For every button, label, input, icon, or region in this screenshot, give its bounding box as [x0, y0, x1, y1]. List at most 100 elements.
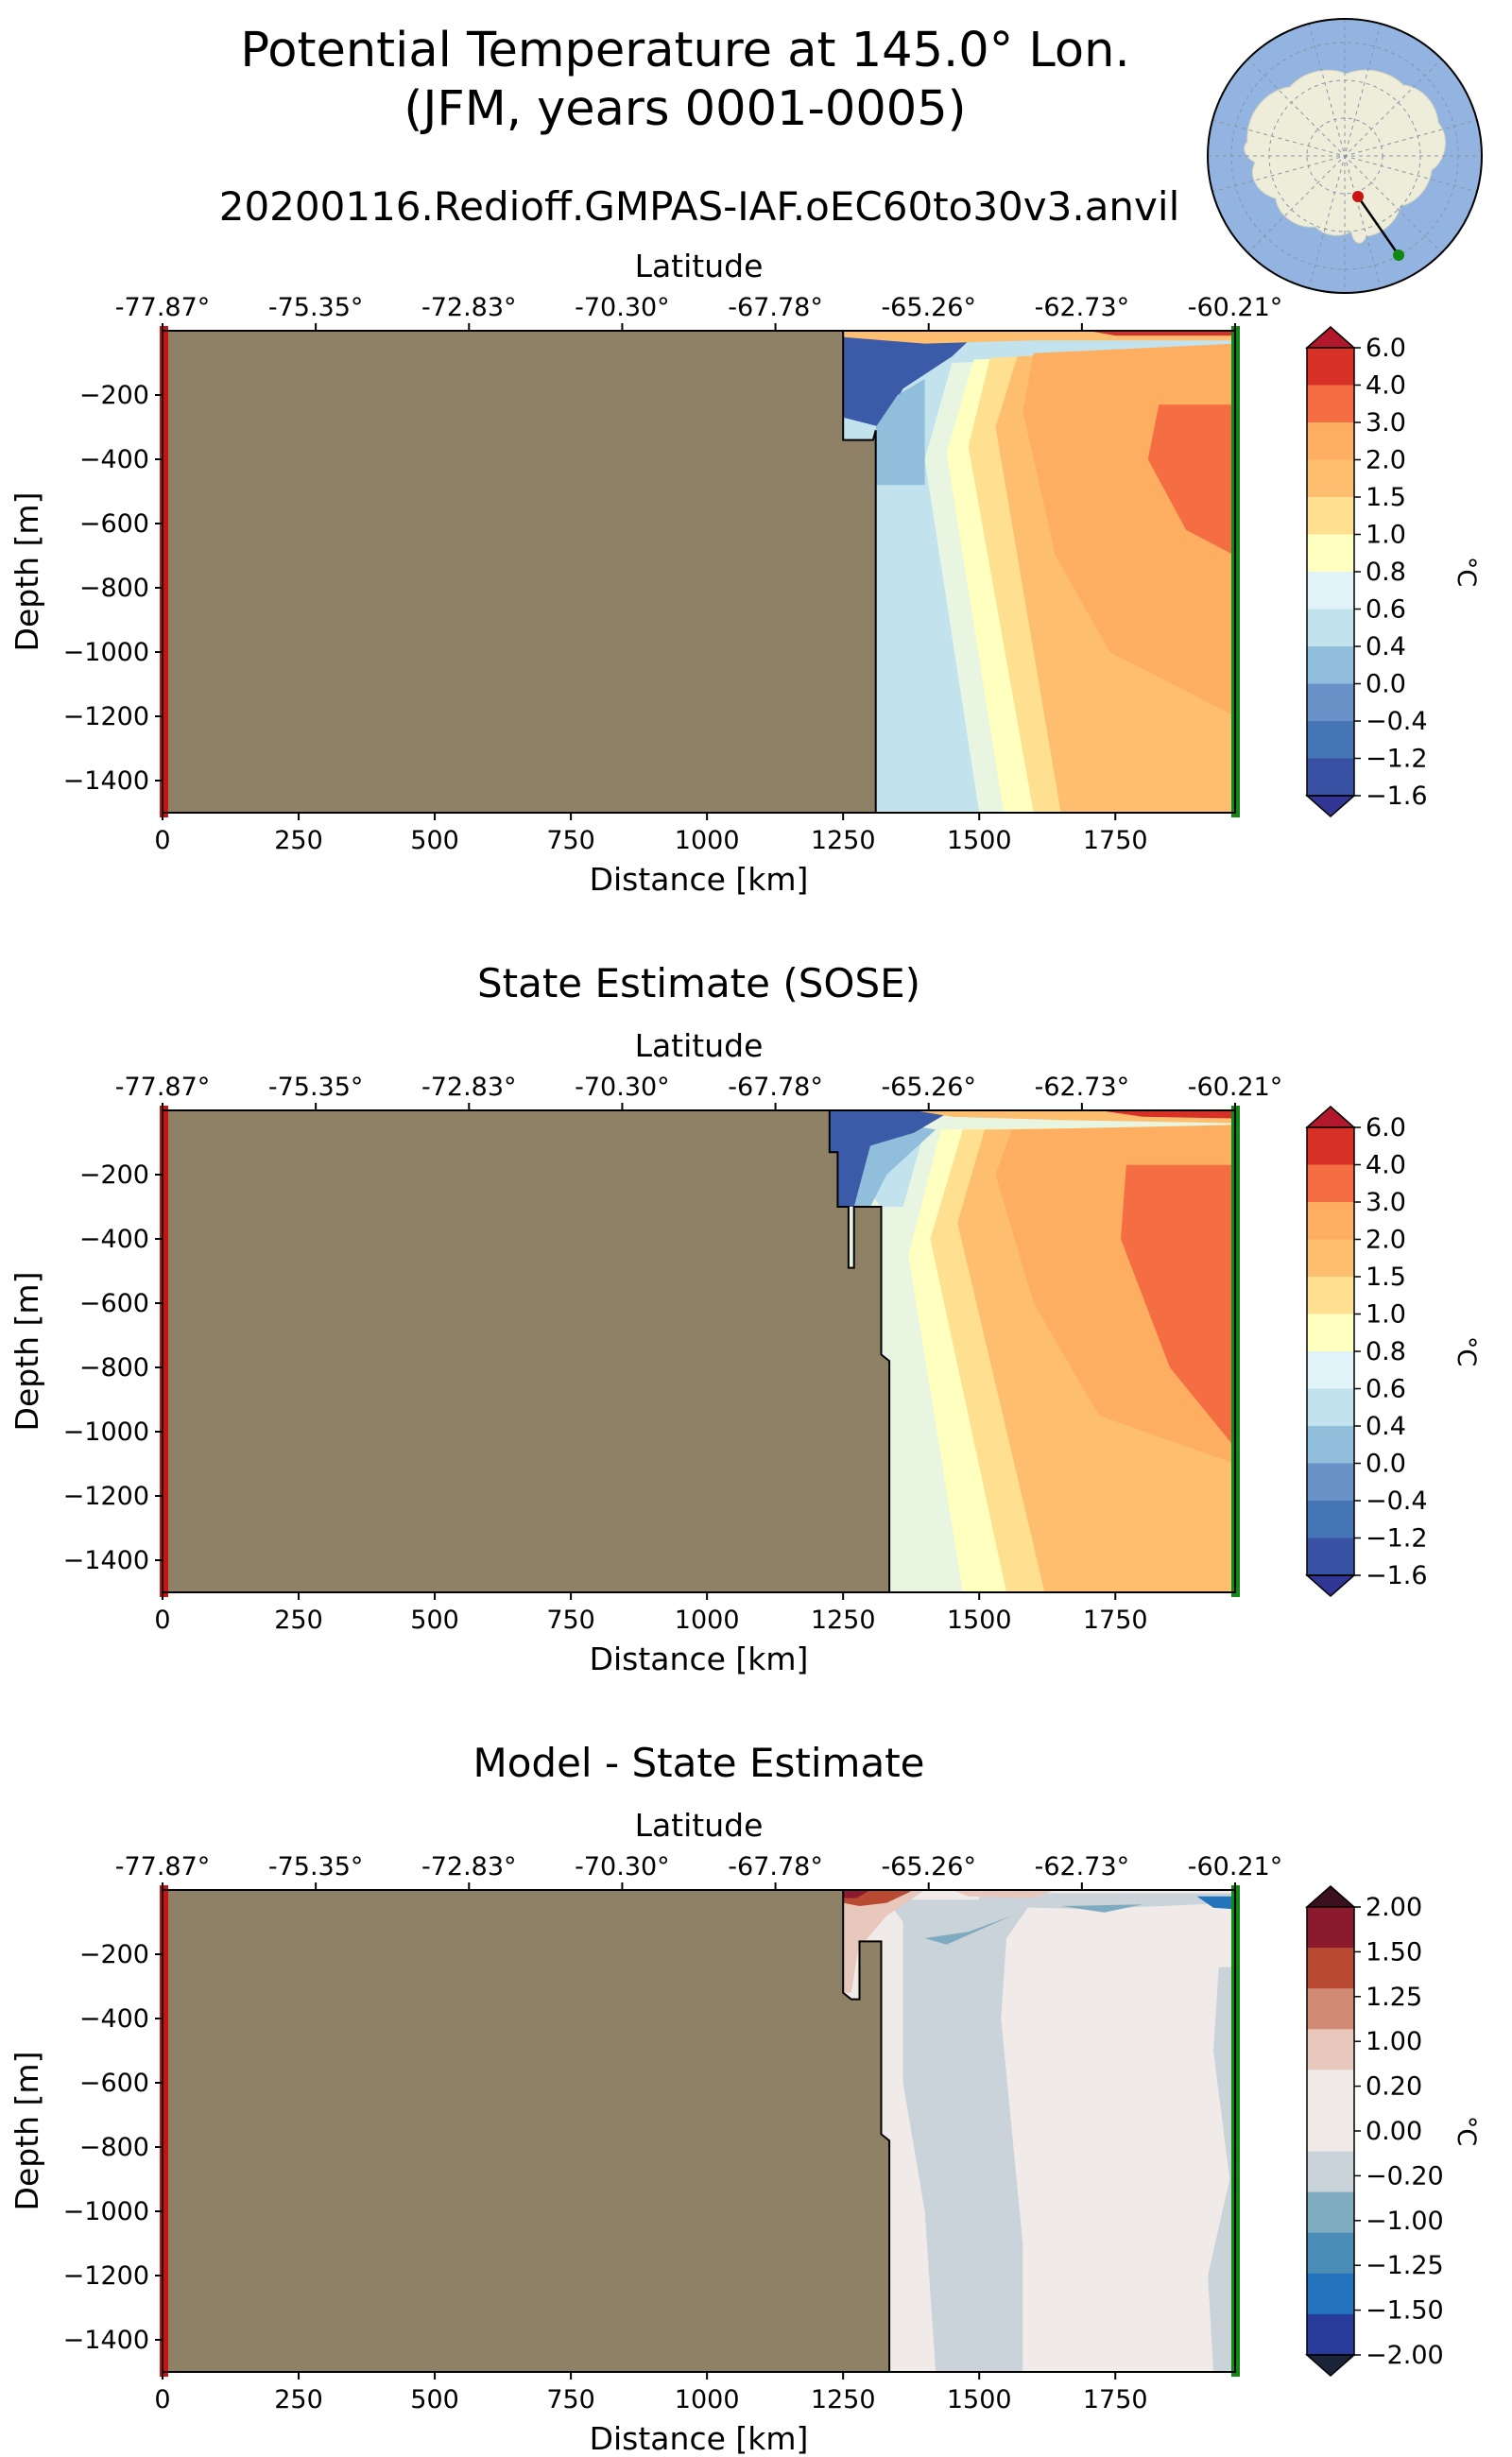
colorbar-tick-label: 1.0: [1366, 521, 1406, 550]
contour-region: [875, 379, 925, 486]
x-axis-label: Distance [km]: [590, 2420, 809, 2457]
land-mask: [163, 1890, 891, 2372]
figure-title-line2: (JFM, years 0001-0005): [404, 81, 966, 137]
colorbar-tick-label: 1.5: [1366, 483, 1406, 512]
colorbar-tick-label: 0.6: [1366, 595, 1406, 625]
x-axis-label: Distance [km]: [590, 1641, 809, 1677]
colorbar-band: [1307, 1314, 1354, 1352]
latitude-tick-label: -60.21°: [1188, 1852, 1283, 1881]
contour-region: [1196, 1896, 1235, 1910]
colorbar-extend-max: [1305, 326, 1356, 349]
y-tick-label: −1000: [63, 638, 149, 667]
x-tick-label: 1000: [675, 2385, 740, 2414]
x-tick-label: 1750: [1083, 2385, 1148, 2414]
y-tick-label: −400: [79, 445, 149, 474]
x-tick-label: 250: [274, 1606, 323, 1635]
y-tick-label: −1400: [63, 766, 149, 796]
contour-region: [843, 1890, 925, 1993]
colorbar-band: [1307, 1463, 1354, 1502]
colorbar-band: [1307, 2232, 1354, 2275]
contour-region: [924, 1916, 1012, 1945]
colorbar-band: [1307, 459, 1354, 498]
colorbar-tick-label: −1.2: [1366, 745, 1428, 774]
panel-title: Model - State Estimate: [473, 1740, 925, 1786]
colorbar-tick-label: 0.4: [1366, 632, 1406, 662]
panel-title: State Estimate (SOSE): [477, 960, 920, 1006]
y-tick-label: −1200: [63, 1482, 149, 1511]
y-tick-label: −1200: [63, 702, 149, 731]
latitude-tick-label: -72.83°: [421, 1852, 517, 1881]
x-tick-label: 1000: [675, 1606, 740, 1635]
x-tick-label: 1000: [675, 826, 740, 855]
latitude-tick-label: -72.83°: [421, 1073, 517, 1102]
colorbar-band: [1307, 2070, 1354, 2111]
x-tick-label: 1750: [1083, 826, 1148, 855]
x-tick-label: 1500: [947, 826, 1012, 855]
colorbar-band: [1307, 1426, 1354, 1464]
colorbar-band: [1307, 2273, 1354, 2315]
y-tick-label: −1000: [63, 1418, 149, 1447]
plot-frame: [162, 330, 1236, 814]
y-tick-label: −600: [79, 1289, 149, 1318]
colorbar-band: [1307, 1388, 1354, 1427]
colorbar-band: [1307, 1351, 1354, 1389]
colorbar-tick-label: 0.6: [1366, 1375, 1406, 1404]
colorbar-band: [1307, 1501, 1354, 1538]
y-tick-label: −1400: [63, 1546, 149, 1575]
contour-region: [1088, 331, 1235, 336]
colorbar-tick-label: 2.00: [1366, 1893, 1422, 1922]
contour-region: [1099, 1110, 1235, 1119]
colorbar-band: [1307, 572, 1354, 610]
colorbar-tick-label: 1.5: [1366, 1263, 1406, 1292]
x-tick-label: 1250: [811, 1606, 876, 1635]
latitude-tick-label: -65.26°: [881, 293, 976, 322]
y-tick-label: −200: [79, 1940, 149, 1969]
y-tick-label: −600: [79, 2069, 149, 2098]
contour-region: [979, 1893, 1235, 1910]
latitude-tick-label: -65.26°: [881, 1073, 976, 1102]
latitude-tick-label: -60.21°: [1188, 293, 1283, 322]
x-tick-label: 0: [154, 826, 170, 855]
colorbar-extend-max: [1305, 1885, 1356, 1908]
latitude-tick-label: -77.87°: [115, 1073, 211, 1102]
y-tick-label: −200: [79, 381, 149, 410]
plot-frame: [162, 1889, 1236, 2373]
latitude-tick-label: -60.21°: [1188, 1073, 1283, 1102]
colorbar-tick-label: −1.2: [1366, 1524, 1428, 1554]
x-tick-label: 750: [546, 2385, 595, 2414]
latitude-tick-label: -67.78°: [728, 1073, 823, 1102]
y-axis-label: Depth [m]: [9, 492, 45, 652]
colorbar-band: [1307, 2313, 1354, 2356]
colorbar: 2.00 1.50 1.25 1.00 0.20 0.00 −0.20 −1.00 −1.25 −…: [1305, 1885, 1481, 2377]
colorbar-tick-label: 0.0: [1366, 1450, 1406, 1479]
colorbar-band: [1307, 1988, 1354, 2030]
colorbar: 6.0 4.0 3.0 2.0 1.5 1.0 0.8 0.6 0.4 0.0 −0.4 −1.2 −1…: [1305, 1106, 1481, 1597]
inset-map: [1207, 18, 1483, 294]
inset-transect-line: [1356, 196, 1400, 256]
colorbar-band: [1307, 1948, 1354, 1989]
colorbar-tick-label: −1.6: [1366, 782, 1428, 811]
run-name: 20200116.Redioff.GMPAS-IAF.oEC60to30v3.a…: [219, 183, 1180, 230]
y-tick-label: −1200: [63, 2261, 149, 2291]
inset-frame: [1207, 18, 1483, 294]
colorbar-label: °C: [1452, 557, 1481, 587]
panel-difference: Model - State Estimate 0 250 500 750 1000 1250…: [9, 1740, 1481, 2457]
colorbar-tick-label: 1.25: [1366, 1983, 1422, 2012]
contour-region: [1121, 1164, 1235, 1448]
latitude-tick-label: -62.73°: [1035, 1073, 1130, 1102]
colorbar-band: [1307, 2029, 1354, 2070]
contour-region: [952, 1890, 1056, 1899]
colorbar-label: °C: [1452, 1336, 1481, 1366]
colorbar-tick-label: 2.0: [1366, 446, 1406, 475]
colorbar-band: [1307, 1538, 1354, 1576]
transect-start-marker: [160, 326, 168, 817]
latitude-tick-label: -62.73°: [1035, 1852, 1130, 1881]
colorbar-tick-label: 3.0: [1366, 408, 1406, 438]
latitude-tick-label: -67.78°: [728, 293, 823, 322]
colorbar-tick-label: −2.00: [1366, 2341, 1444, 2370]
contour-region: [843, 1890, 870, 1899]
colorbar-tick-label: −1.6: [1366, 1561, 1428, 1590]
colorbar-tick-label: −0.20: [1366, 2161, 1444, 2191]
colorbar-tick-label: 4.0: [1366, 1151, 1406, 1180]
land-mask: [163, 331, 877, 813]
